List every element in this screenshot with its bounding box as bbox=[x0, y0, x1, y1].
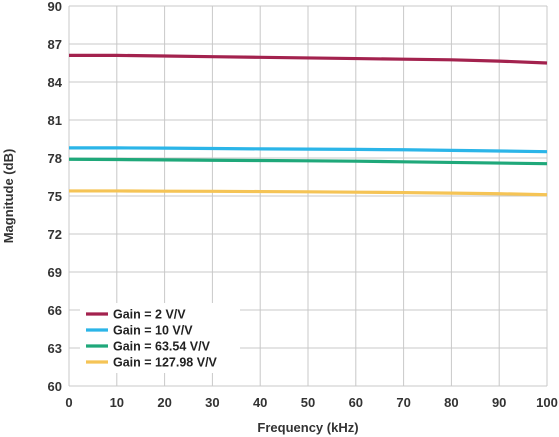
series-line-3 bbox=[68, 157, 548, 166]
y-tick-label: 84 bbox=[48, 75, 63, 90]
y-tick-label: 72 bbox=[48, 227, 62, 242]
legend-label: Gain = 127.98 V/V bbox=[113, 356, 218, 370]
x-tick-label: 10 bbox=[110, 395, 124, 410]
x-tick-label: 30 bbox=[205, 395, 219, 410]
x-tick-label: 60 bbox=[349, 395, 363, 410]
x-tick-label: 0 bbox=[65, 395, 72, 410]
y-tick-label: 66 bbox=[48, 303, 62, 318]
x-tick-label: 80 bbox=[444, 395, 458, 410]
x-tick-label: 100 bbox=[536, 395, 558, 410]
y-tick-label: 87 bbox=[48, 37, 62, 52]
legend: Gain = 2 V/V Gain = 10 V/V Gain = 63.54 V/… bbox=[80, 303, 240, 373]
grid bbox=[68, 5, 548, 387]
y-tick-label: 81 bbox=[48, 113, 62, 128]
series-line-1 bbox=[69, 53, 548, 65]
series-lines bbox=[68, 53, 548, 197]
x-tick-label: 20 bbox=[157, 395, 171, 410]
series-line-4 bbox=[69, 189, 548, 197]
y-tick-label: 90 bbox=[48, 0, 62, 14]
x-axis-title: Frequency (kHz) bbox=[257, 420, 358, 435]
legend-label: Gain = 10 V/V bbox=[113, 324, 193, 338]
y-tick-label: 78 bbox=[48, 151, 62, 166]
tick-labels: 0 10 20 30 40 50 60 70 80 90 100 60 63 66 69 72 75 78 81 84… bbox=[48, 0, 558, 410]
series-line-2 bbox=[69, 146, 548, 154]
y-tick-label: 75 bbox=[48, 189, 62, 204]
legend-label: Gain = 2 V/V bbox=[113, 308, 186, 322]
x-tick-label: 70 bbox=[396, 395, 410, 410]
y-tick-label: 60 bbox=[48, 379, 62, 394]
y-tick-label: 63 bbox=[48, 341, 62, 356]
x-tick-label: 50 bbox=[301, 395, 315, 410]
x-tick-label: 40 bbox=[253, 395, 267, 410]
x-tick-label: 90 bbox=[492, 395, 506, 410]
y-axis-title: Magnitude (dB) bbox=[1, 149, 16, 244]
legend-label: Gain = 63.54 V/V bbox=[113, 340, 211, 354]
y-tick-label: 69 bbox=[48, 265, 62, 280]
